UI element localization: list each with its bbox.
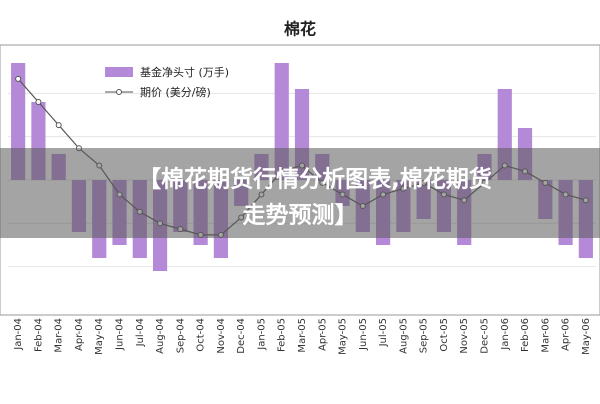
price-marker — [55, 122, 62, 129]
x-tick-label: Mar-04 — [54, 318, 65, 353]
x-tick-label: May-06 — [581, 318, 592, 355]
price-marker — [15, 75, 22, 82]
x-tick-label: May-05 — [338, 318, 349, 355]
banner-text: 走势预测】 — [243, 203, 358, 229]
x-tick-label: Feb-05 — [277, 318, 288, 352]
x-tick-label: Aug-05 — [398, 318, 409, 354]
x-tick-label: Feb-04 — [33, 318, 44, 352]
legend-marker — [116, 89, 122, 95]
legend: 基金净头寸 (万手) 期价 (美分/磅) — [105, 65, 229, 99]
price-marker — [35, 99, 42, 105]
x-tick-label: May-04 — [94, 318, 105, 355]
legend-label: 基金净头寸 (万手) — [140, 65, 229, 79]
legend-label: 期价 (美分/磅) — [140, 85, 211, 99]
x-tick-label: Aug-04 — [155, 318, 166, 354]
x-tick-label: Jun-05 — [358, 318, 369, 351]
x-tick-label: Jul-05 — [378, 318, 389, 347]
x-tick-label: Nov-05 — [459, 318, 470, 354]
x-tick-label: Mar-05 — [297, 318, 308, 353]
plot-frame — [0, 44, 600, 316]
x-tick-label: Nov-04 — [216, 318, 227, 354]
x-tick-label: Sep-04 — [175, 318, 186, 353]
x-tick-label: Apr-05 — [317, 318, 328, 351]
x-tick-label: Jan-05 — [256, 318, 267, 351]
x-tick-label: Dec-04 — [236, 318, 247, 354]
x-tick-label: Mar-06 — [540, 318, 551, 353]
chart-title: 棉花 — [284, 20, 316, 39]
x-tick-label: Jan-06 — [500, 318, 511, 351]
x-tick-label: Jan-04 — [13, 318, 24, 351]
x-tick-label: Oct-05 — [439, 318, 450, 352]
x-tick-label: Oct-04 — [196, 318, 207, 352]
x-tick-label: Apr-06 — [561, 318, 572, 351]
banner-text: 【棉花期货行情分析图表,棉花期货 — [138, 166, 492, 193]
x-tick-label: Sep-05 — [419, 318, 430, 353]
legend-swatch — [105, 67, 133, 77]
x-tick-label: Jul-04 — [135, 318, 146, 347]
banner-overlay — [0, 148, 600, 238]
x-tick-label: Jun-04 — [115, 318, 126, 351]
x-tick-label: Apr-04 — [74, 318, 85, 351]
x-tick-label: Feb-06 — [520, 318, 531, 352]
x-tick-label: Dec-05 — [479, 318, 490, 354]
